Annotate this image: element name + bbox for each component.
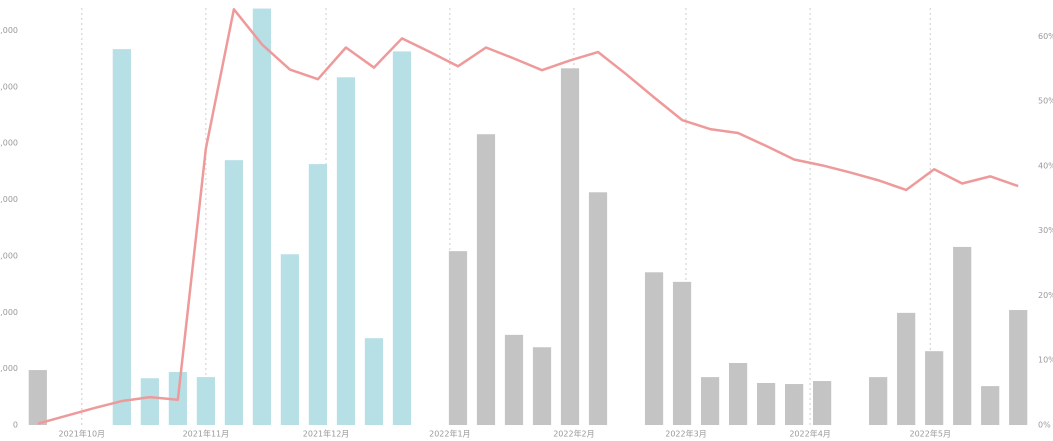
y2-tick-label: 10% bbox=[1038, 356, 1053, 365]
bar bbox=[252, 8, 271, 426]
bar bbox=[364, 338, 384, 425]
bar bbox=[392, 51, 412, 426]
bar bbox=[672, 281, 692, 425]
bar bbox=[700, 377, 720, 425]
bar bbox=[588, 192, 608, 425]
y2-tick-label: 40% bbox=[1038, 161, 1053, 170]
bar bbox=[196, 377, 215, 425]
bar bbox=[280, 254, 300, 425]
x-tick-label: 2021年11月 bbox=[183, 429, 230, 439]
y2-tick-label: 20% bbox=[1038, 291, 1053, 300]
bar bbox=[785, 384, 804, 425]
bar bbox=[728, 363, 748, 425]
bar bbox=[560, 68, 580, 425]
bar bbox=[532, 347, 552, 425]
y-tick-label: 1,000 bbox=[0, 364, 18, 373]
bar bbox=[813, 381, 832, 425]
bar bbox=[448, 251, 468, 425]
bar bbox=[336, 77, 356, 425]
line bbox=[37, 8, 1019, 425]
bar bbox=[756, 383, 776, 425]
x-tick-label: 2022年5月 bbox=[910, 429, 951, 439]
y2-tick-label: 0% bbox=[1038, 421, 1051, 430]
bar bbox=[308, 164, 328, 425]
bar bbox=[981, 386, 1000, 425]
x-tick-label: 2022年3月 bbox=[665, 429, 706, 439]
bar bbox=[504, 334, 524, 425]
x-tick-label: 2021年10月 bbox=[59, 429, 106, 439]
x-tick-label: 2022年1月 bbox=[429, 429, 470, 439]
bar bbox=[112, 49, 131, 426]
y-tick-label: 2,000 bbox=[0, 308, 18, 317]
bar bbox=[869, 377, 888, 425]
x-tick-label: 2022年2月 bbox=[553, 429, 594, 439]
x-tick-label: 2022年4月 bbox=[789, 429, 830, 439]
bar bbox=[140, 378, 159, 425]
x-tick-label: 2021年12月 bbox=[303, 429, 350, 439]
bar bbox=[953, 246, 972, 425]
y-tick-label: 3,000 bbox=[0, 251, 18, 260]
bar bbox=[28, 370, 47, 425]
y-tick-label: 6,000 bbox=[0, 82, 18, 91]
y-tick-label: 4,000 bbox=[0, 195, 18, 204]
bar bbox=[224, 160, 243, 425]
y2-tick-label: 50% bbox=[1038, 97, 1053, 106]
bar bbox=[897, 312, 916, 425]
y-tick-label: 7,000 bbox=[0, 26, 18, 35]
y2-tick-label: 30% bbox=[1038, 226, 1053, 235]
bar bbox=[476, 134, 496, 425]
bar bbox=[925, 351, 944, 425]
bar bbox=[644, 272, 664, 425]
y-tick-label: 5,000 bbox=[0, 139, 18, 148]
bar bbox=[1009, 310, 1028, 425]
y2-tick-label: 60% bbox=[1038, 32, 1053, 41]
y-tick-label: 0 bbox=[13, 421, 18, 430]
